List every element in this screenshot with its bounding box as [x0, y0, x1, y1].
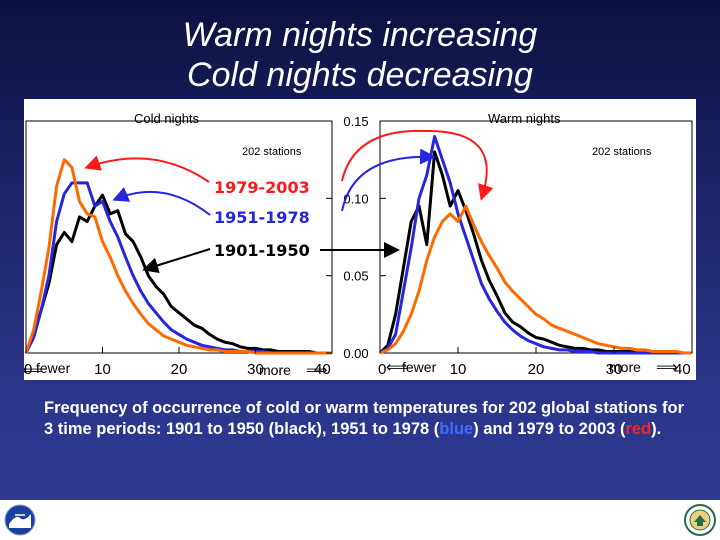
cold-nights-title: Cold nights — [134, 111, 200, 126]
warm-nights-title: Warm nights — [488, 111, 561, 126]
chart-figure: Cold nights 202 stations 10 20 30 0 40 fewer… — [24, 99, 696, 380]
figure-caption: Frequency of occurrence of cold or warm … — [44, 398, 684, 440]
chart-svg: Cold nights 202 stations 10 20 30 0 40 fewer… — [24, 111, 693, 379]
blue-arrow-right-icon — [341, 148, 436, 212]
blue-arrow-left-icon — [112, 187, 211, 216]
caption-red-word: red — [625, 420, 652, 438]
cold-x-tick-label-10: 10 — [94, 361, 111, 378]
cold-nights-stations-note: 202 stations — [242, 146, 302, 158]
y-tick-label-0.1: 0.10 — [343, 191, 368, 206]
red-arrow-left-icon — [84, 155, 210, 183]
warm-series-1901-1950 — [378, 150, 692, 355]
warm-fewer-label: fewer — [402, 359, 437, 375]
legend-1979-2003: 1979-2003 — [214, 178, 310, 197]
cold-x-tick-label-20: 20 — [171, 361, 188, 378]
black-arrow-left-icon — [142, 248, 211, 274]
warm-x-tick-label-20: 20 — [528, 361, 545, 378]
cold-x-tick-label-0: 0 — [24, 361, 32, 378]
legend-1951-1978: 1951-1978 — [214, 208, 310, 227]
cold-fewer-label: fewer — [36, 360, 71, 376]
warm-x-tick-label-40: 40 — [674, 361, 691, 378]
slide-title-line1: Warm nights increasing — [182, 16, 538, 54]
caption-text-3: ). — [651, 420, 662, 438]
warm-nights-panel: Warm nights 202 stations 10 20 30 0 40 fewer… — [378, 111, 693, 378]
warm-series-1979-2003 — [379, 204, 692, 355]
caption-text-1: Frequency of occurrence of cold or warm … — [44, 399, 684, 438]
cold-nights-panel: Cold nights 202 stations 10 20 30 0 40 fewer… — [24, 111, 333, 379]
warm-more-arrow-icon: ⟹ — [656, 358, 678, 376]
caption-blue-word: blue — [439, 420, 474, 438]
commerce-seal-icon — [684, 504, 716, 536]
y-tick-label-0: 0.00 — [343, 346, 368, 361]
caption-text-2: ) and 1979 to 2003 ( — [473, 420, 626, 438]
footer-bar — [0, 500, 720, 540]
warm-x-tick-label-10: 10 — [450, 361, 467, 378]
cold-x-tick-label-30: 30 — [247, 361, 264, 378]
warm-fewer-arrow-icon: ⟸ — [386, 358, 408, 376]
slide-title-line2: Cold nights decreasing — [187, 56, 533, 94]
warm-x-tick-label-0: 0 — [378, 361, 386, 378]
legend-1901-1950: 1901-1950 — [214, 241, 310, 260]
shared-y-axis: 0.00 0.05 0.10 0.15 — [326, 114, 386, 361]
cold-more-arrow-icon: ⟹ — [306, 361, 328, 379]
cold-x-tick-label-40: 40 — [314, 361, 331, 378]
warm-nights-stations-note: 202 stations — [592, 146, 652, 158]
cold-more-label: more — [259, 362, 291, 378]
cold-fewer-arrow-icon: ⟸ — [24, 361, 44, 379]
warm-more-label: more — [609, 359, 641, 375]
warm-x-tick-label-30: 30 — [606, 361, 623, 378]
red-arrow-right-icon — [341, 129, 494, 201]
y-tick-label-0.05: 0.05 — [343, 269, 368, 284]
cold-series-1979-2003 — [24, 158, 332, 355]
noaa-logo-icon — [4, 504, 36, 536]
y-tick-label-0.15: 0.15 — [343, 114, 368, 129]
